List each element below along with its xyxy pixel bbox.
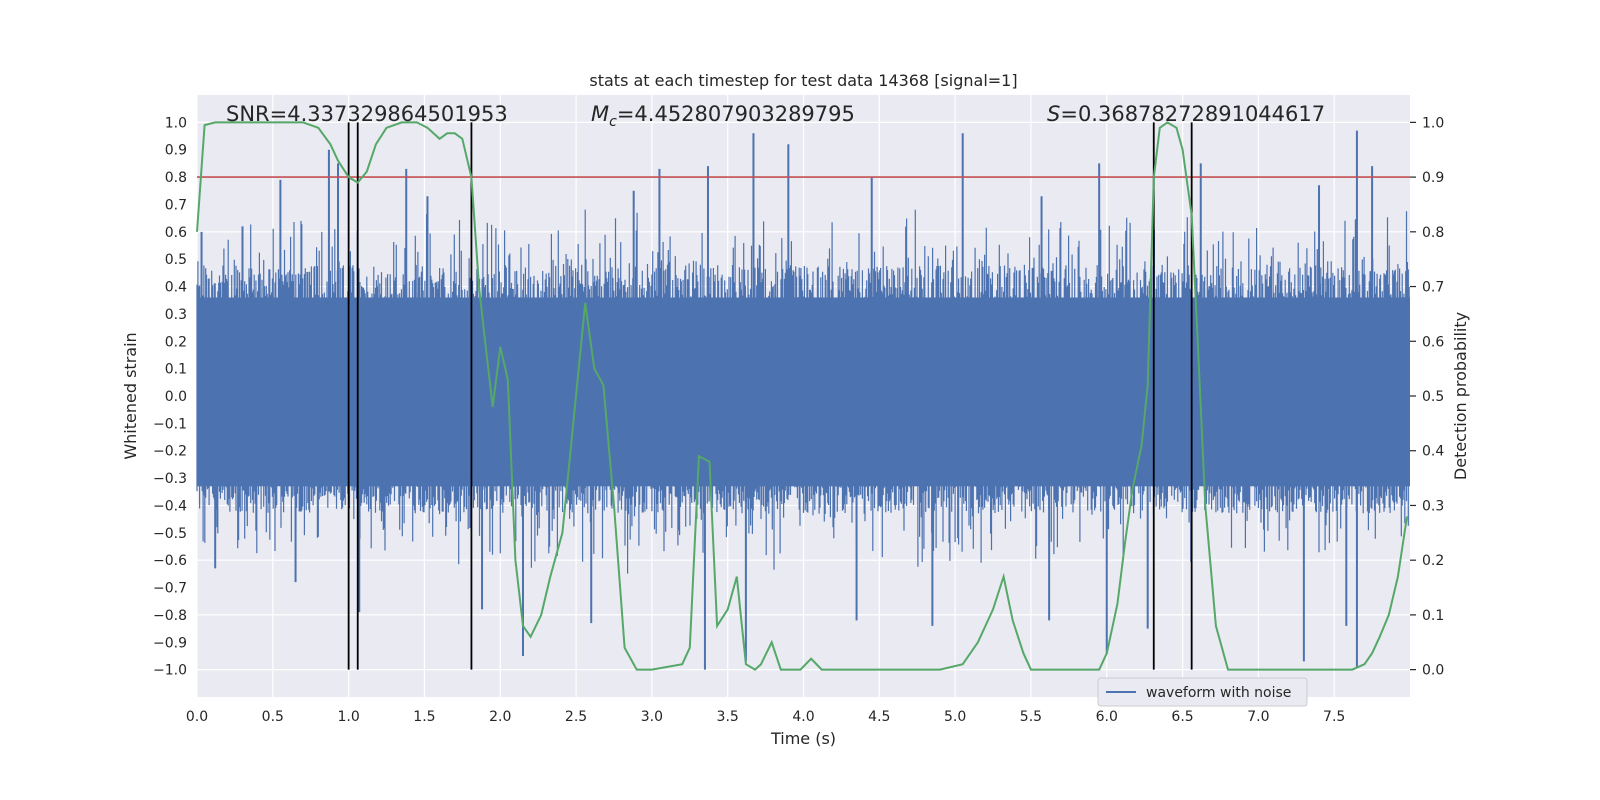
y-tick-label: −0.8	[153, 608, 187, 624]
x-tick-label: 6.5	[1171, 709, 1193, 725]
y-tick-label: −0.2	[153, 444, 187, 460]
right-axis-label: Detection probability	[1451, 312, 1470, 480]
chirp-mass-annotation: Mc=4.452807903289795	[591, 102, 855, 130]
snr-annotation: SNR=4.337329864501953	[226, 102, 508, 126]
y-tick-label: −0.4	[153, 498, 187, 514]
legend: waveform with noise	[1097, 677, 1308, 707]
right-tick-label: 0.9	[1422, 170, 1444, 186]
x-tick-label: 0.5	[262, 709, 284, 725]
x-tick-label: 6.0	[1096, 709, 1118, 725]
y-tick-label: −1.0	[153, 663, 187, 679]
y-tick-label: 0.5	[165, 252, 187, 268]
right-tick-label: 0.1	[1422, 608, 1444, 624]
s-value: =0.36878272891044617	[1060, 102, 1325, 126]
y-tick-label: 0.7	[165, 197, 187, 213]
right-tick-label: 0.2	[1422, 553, 1444, 569]
s-annotation: S=0.36878272891044617	[1047, 102, 1325, 126]
chirp-mass-subscript: c	[609, 114, 617, 130]
x-tick-label: 5.0	[944, 709, 966, 725]
y-tick-label: 0.8	[165, 170, 187, 186]
x-tick-label: 5.5	[1020, 709, 1042, 725]
y-tick-label: 0.0	[165, 389, 187, 405]
s-symbol: S	[1047, 102, 1060, 126]
right-axis-ticks: 1.0 0.9 0.8 0.7 0.6 0.5 0.4 0.3 0.2 0.1 0.0	[1410, 115, 1444, 679]
right-tick-label: 1.0	[1422, 115, 1444, 131]
chirp-mass-symbol: M	[591, 102, 609, 126]
x-axis-ticks: 0.0 0.5 1.0 1.5 2.0 2.5 3.0 3.5 4.0 4.5 5.0 5.5 6.0 6…	[186, 709, 1345, 725]
y-tick-label: 0.2	[165, 334, 187, 350]
x-tick-label: 7.5	[1323, 709, 1345, 725]
x-tick-label: 4.5	[868, 709, 890, 725]
x-tick-label: 3.5	[717, 709, 739, 725]
detection-probability-line	[196, 121, 1408, 671]
right-tick-label: 0.3	[1422, 498, 1444, 514]
y-tick-label: −0.1	[153, 416, 187, 432]
y-tick-label: −0.6	[153, 553, 187, 569]
x-tick-label: 4.0	[792, 709, 814, 725]
chart-title: stats at each timestep for test data 143…	[589, 71, 1017, 90]
x-tick-label: 0.0	[186, 709, 208, 725]
x-axis-label: Time (s)	[770, 729, 836, 748]
x-tick-label: 7.0	[1247, 709, 1269, 725]
x-tick-label: 2.5	[565, 709, 587, 725]
y-tick-label: 0.3	[165, 307, 187, 323]
waveform-noise-trace	[196, 209, 1410, 574]
y-tick-label: 1.0	[165, 115, 187, 131]
x-tick-label: 2.0	[489, 709, 511, 725]
right-tick-label: 0.4	[1422, 444, 1444, 460]
right-tick-label: 0.0	[1422, 663, 1444, 679]
y-tick-label: −0.7	[153, 581, 187, 597]
y-tick-label: −0.9	[153, 635, 187, 651]
right-tick-label: 0.6	[1422, 334, 1444, 350]
y-tick-label: 0.1	[165, 362, 187, 378]
y-tick-label: 0.4	[165, 280, 187, 296]
y-tick-label: −0.5	[153, 526, 187, 542]
right-tick-label: 0.7	[1422, 280, 1444, 296]
legend-box	[1097, 677, 1308, 707]
x-tick-label: 1.0	[337, 709, 359, 725]
waveform-with-noise-series	[196, 130, 1410, 670]
y-tick-label: 0.9	[165, 143, 187, 159]
right-tick-label: 0.8	[1422, 225, 1444, 241]
right-tick-label: 0.5	[1422, 389, 1444, 405]
x-tick-label: 1.5	[413, 709, 435, 725]
legend-label: waveform with noise	[1146, 685, 1291, 701]
y-axis-ticks: 1.0 0.9 0.8 0.7 0.6 0.5 0.4 0.3 0.2 0.1 0.0 −0.1 −0.…	[153, 115, 187, 678]
y-axis-label: Whitened strain	[121, 332, 140, 459]
x-tick-label: 3.0	[641, 709, 663, 725]
y-tick-label: 0.6	[165, 225, 187, 241]
chirp-mass-value: =4.452807903289795	[617, 102, 855, 126]
y-tick-label: −0.3	[153, 471, 187, 487]
